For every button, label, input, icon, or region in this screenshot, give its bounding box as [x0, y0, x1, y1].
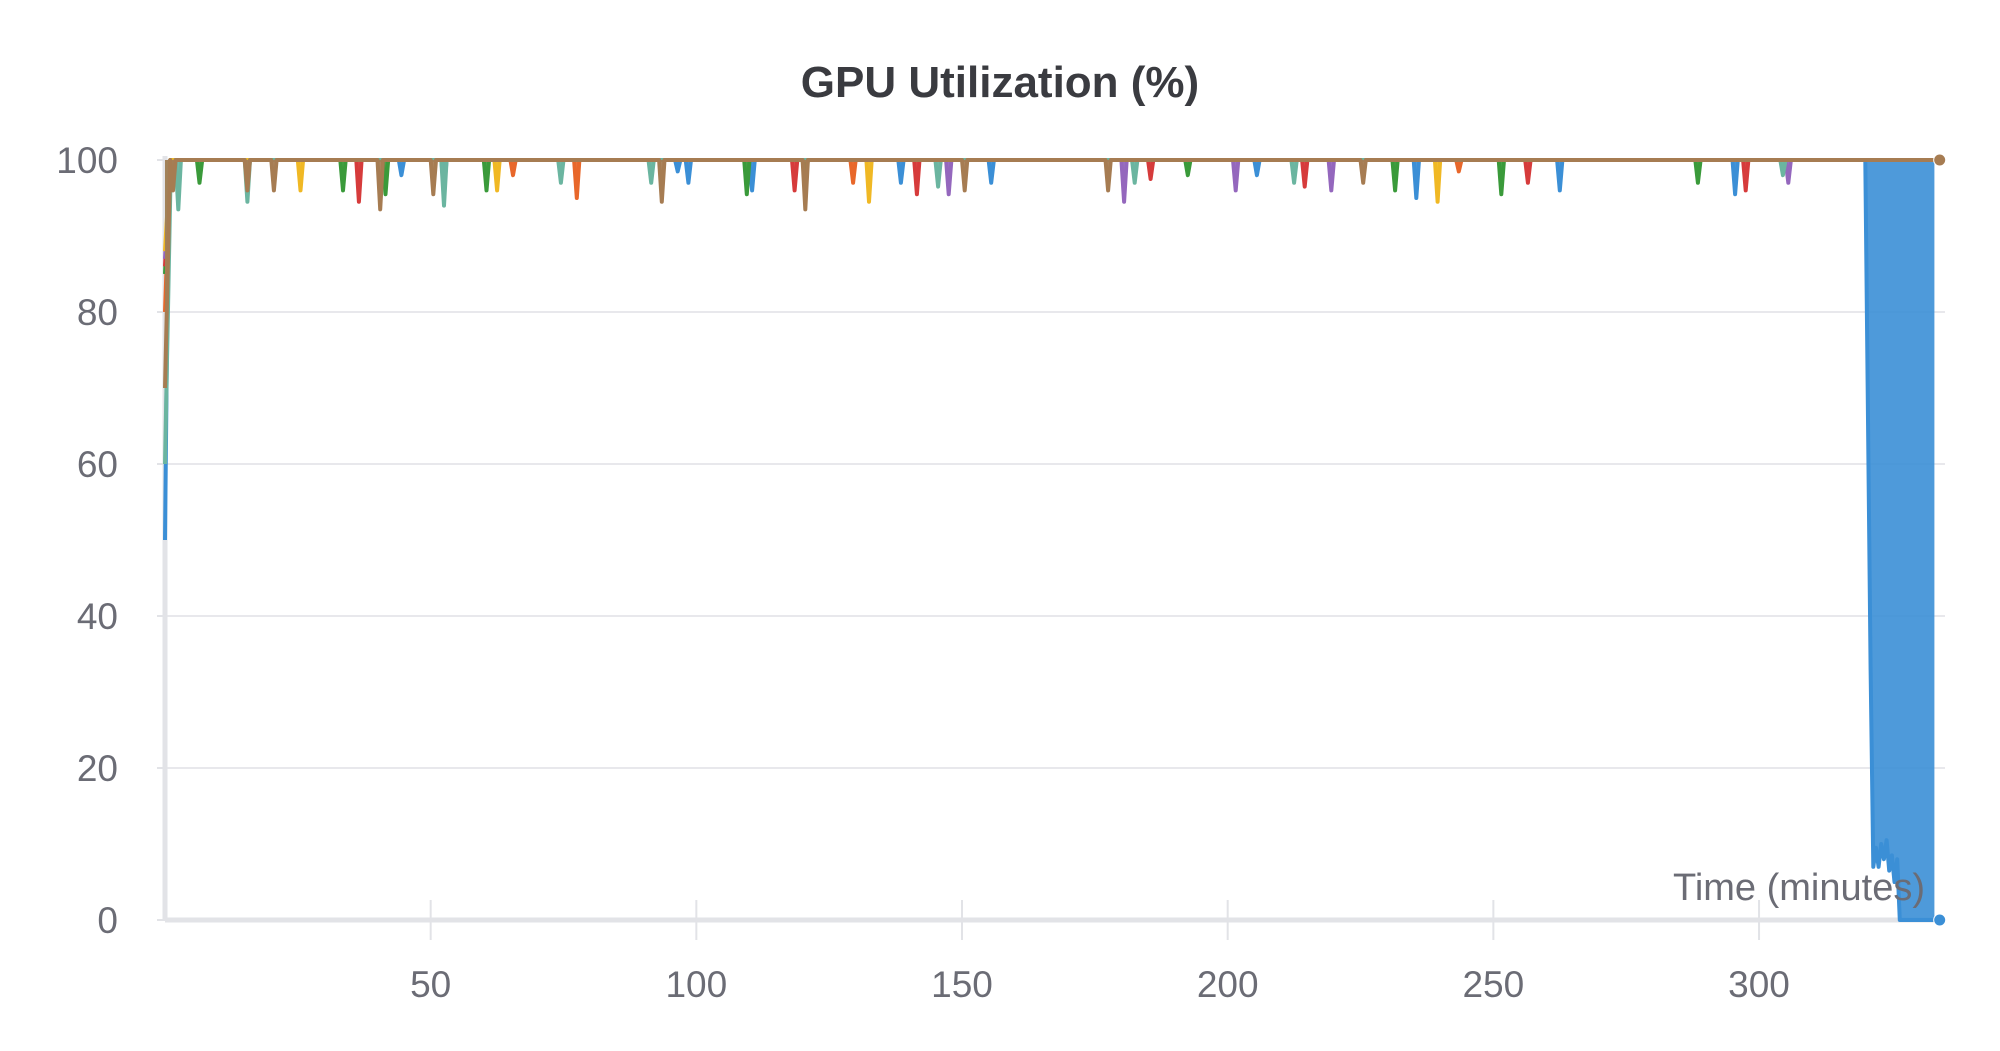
chart-title: GPU Utilization (%) [800, 58, 1200, 107]
grid-lines [165, 159, 1945, 769]
y-tick-label: 40 [77, 596, 118, 637]
x-tick-label: 150 [931, 964, 993, 1005]
x-tick-label: 200 [1197, 964, 1259, 1005]
end-markers [1933, 153, 1947, 927]
series-fill-4 [165, 160, 1791, 259]
x-axis-label: Time (minutes) [1673, 867, 1925, 909]
series-fill-7 [165, 160, 1940, 388]
series-line-0 [163, 158, 1935, 922]
y-tick-label: 0 [97, 900, 118, 941]
x-tick-label: 300 [1728, 964, 1790, 1005]
tick-labels: 0 20 40 60 80 100 50 100 150 200 250 300 [56, 140, 1790, 1005]
x-tick-label: 100 [665, 964, 727, 1005]
axes [157, 156, 1945, 940]
y-tick-label: 20 [77, 748, 118, 789]
y-tick-label: 80 [77, 292, 118, 333]
x-tick-label: 250 [1462, 964, 1524, 1005]
series-end-marker-0 [1933, 153, 1947, 167]
series-layer [163, 158, 1940, 922]
y-tick-label: 100 [56, 140, 118, 181]
series-line-4 [163, 158, 1793, 259]
x-tick-label: 50 [410, 964, 451, 1005]
series-fill-0 [165, 160, 1935, 920]
series-end-marker-1 [1933, 913, 1947, 927]
series-fill-2 [165, 160, 1701, 274]
y-tick-label: 60 [77, 444, 118, 485]
series-line-7 [163, 158, 1940, 389]
series-line-2 [163, 158, 1703, 275]
